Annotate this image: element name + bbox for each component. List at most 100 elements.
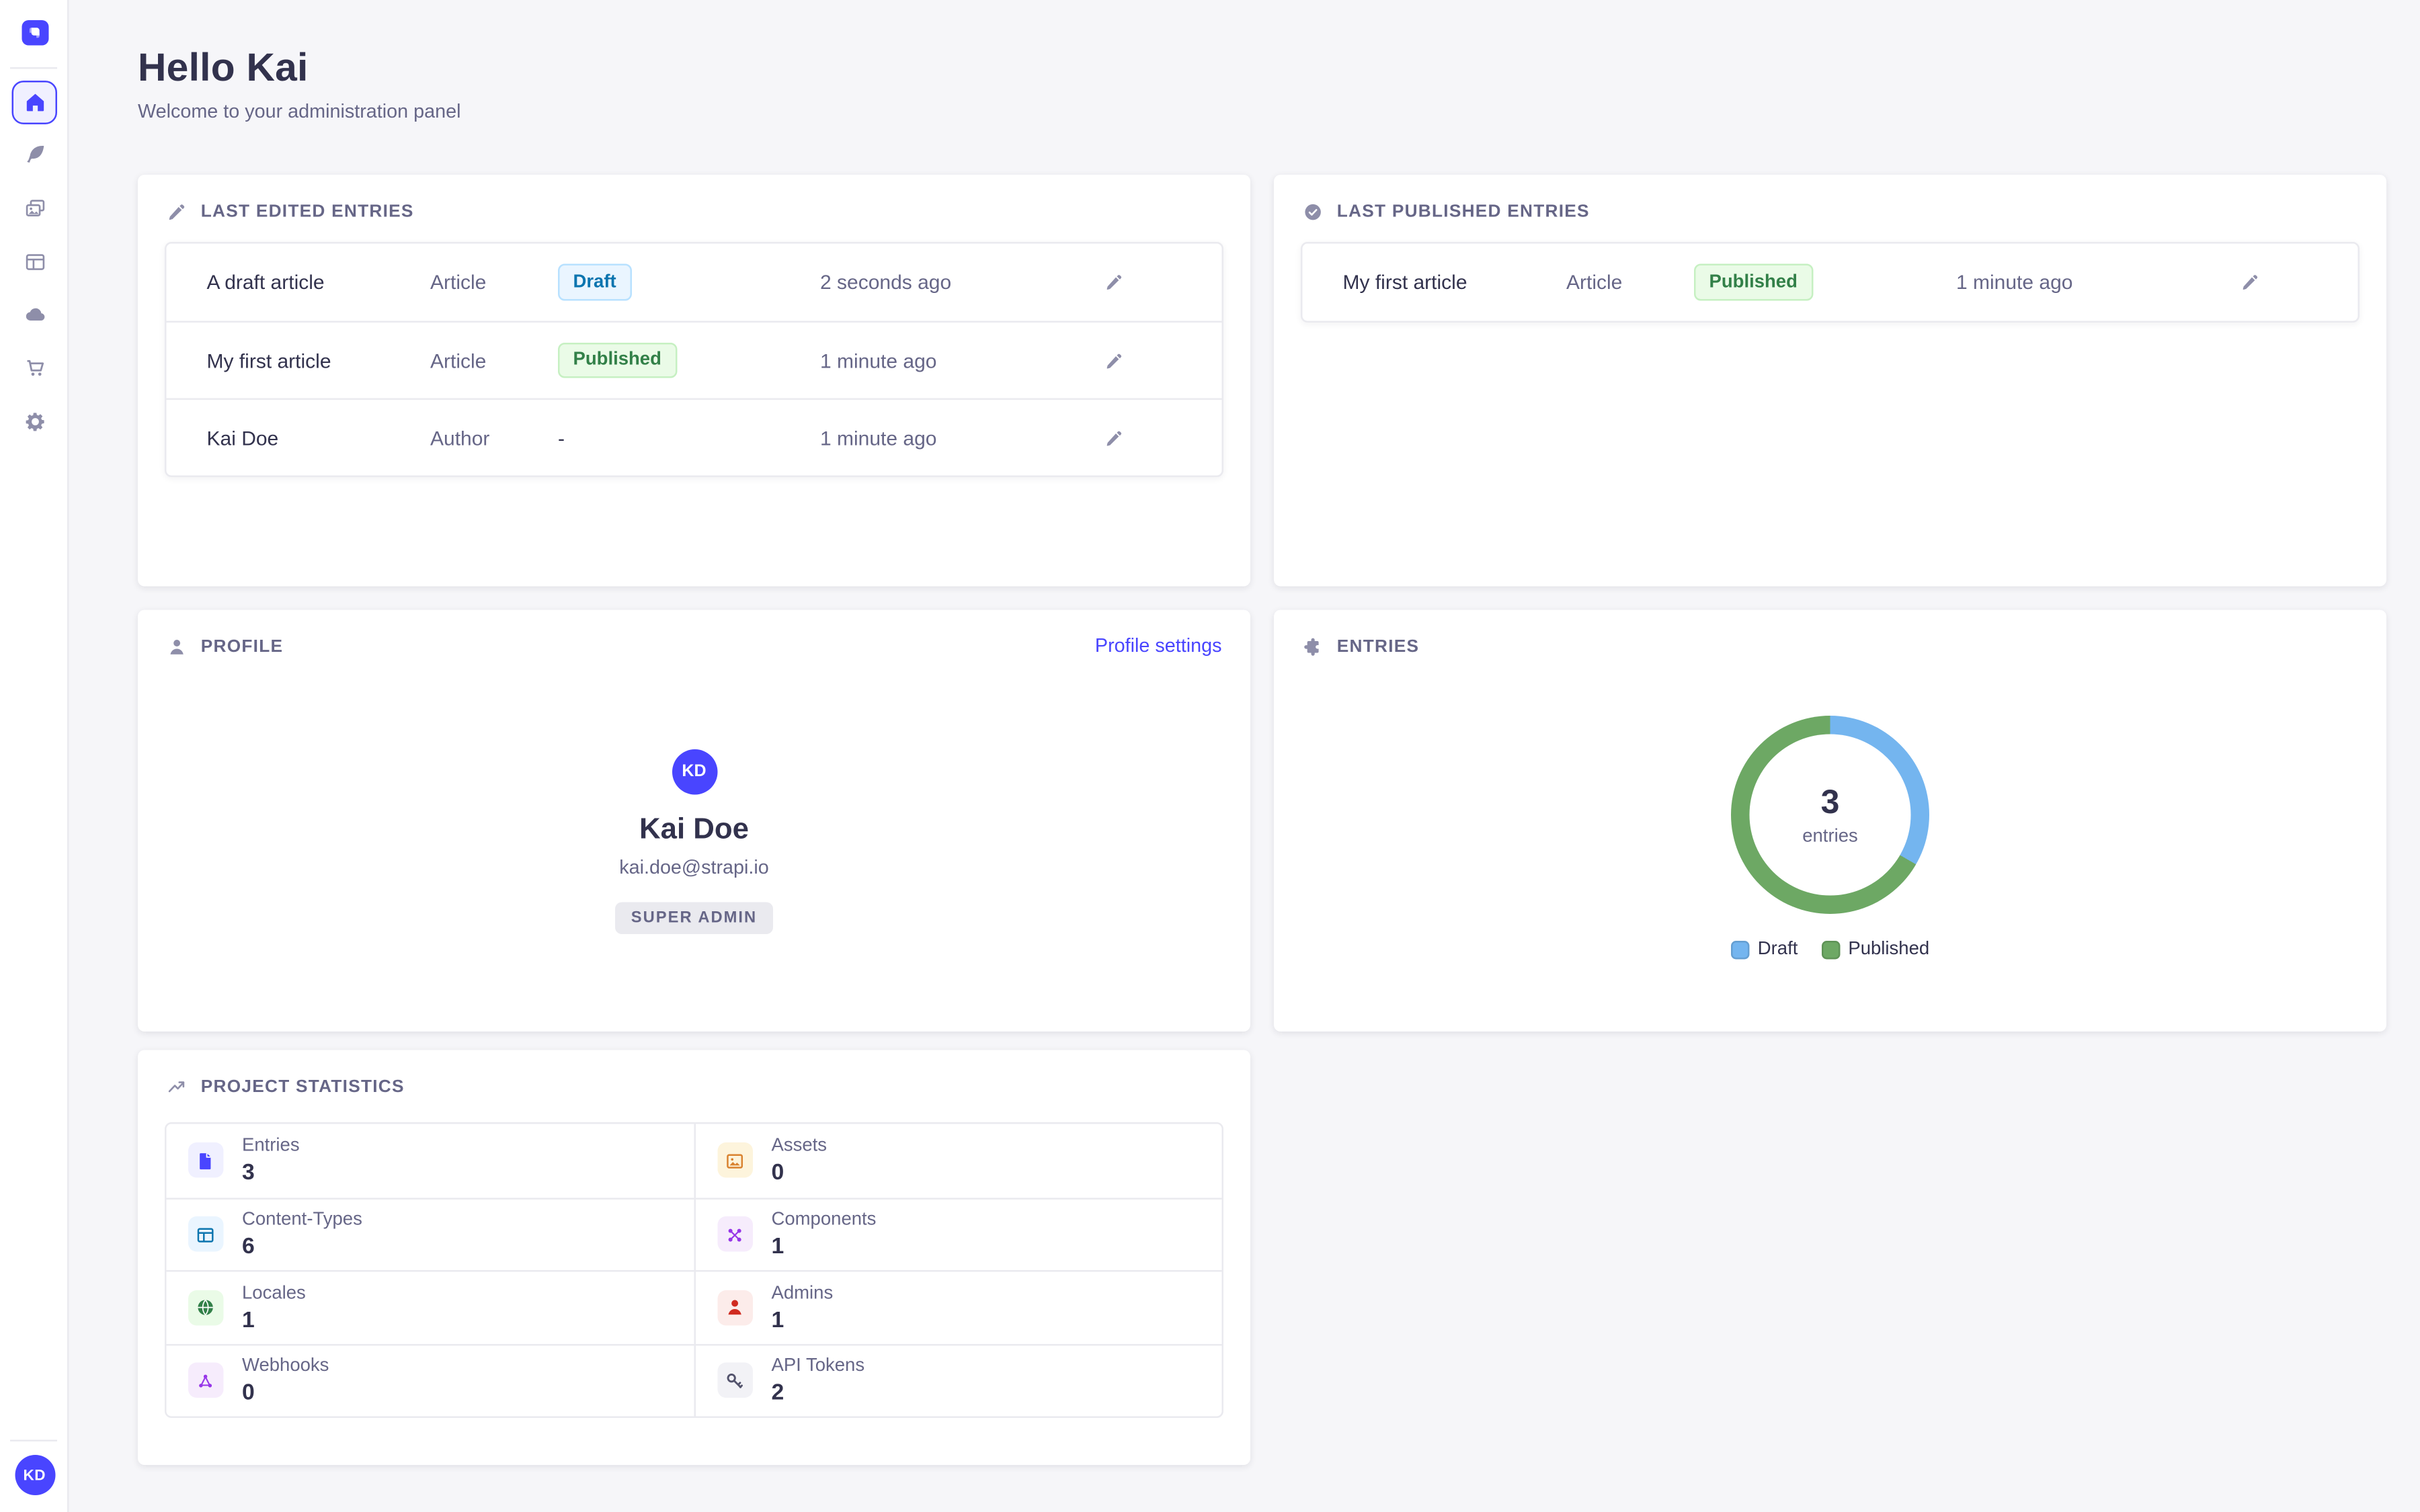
sidebar-item-cloud[interactable] [12, 293, 58, 337]
edit-entry-button[interactable] [1101, 269, 1128, 296]
role-badge: SUPER ADMIN [614, 902, 774, 934]
card-title: PROFILE [200, 637, 284, 658]
last-published-entries-card: LAST PUBLISHED ENTRIES My first article … [1274, 175, 2386, 587]
stat-components: Components 1 [694, 1197, 1222, 1270]
card-title: LAST EDITED ENTRIES [200, 202, 414, 222]
stat-webhooks: Webhooks 0 [166, 1343, 694, 1417]
stat-label: Entries [242, 1136, 300, 1157]
table-row: My first article Article Published 1 min… [1303, 244, 2358, 321]
sidebar-item-home[interactable] [11, 79, 57, 124]
table-row: Kai Doe Author - 1 minute ago [166, 398, 1222, 476]
legend-label: Draft [1757, 939, 1798, 960]
sidebar-item-content-type-builder[interactable] [12, 241, 58, 284]
profile-card: PROFILE Profile settings KD Kai Doe kai.… [138, 610, 1250, 1032]
key-icon [717, 1363, 753, 1398]
entry-time: 2 seconds ago [820, 270, 952, 294]
edit-entry-button[interactable] [2237, 269, 2264, 296]
stat-label: Locales [242, 1283, 306, 1304]
user-avatar[interactable]: KD [14, 1455, 55, 1495]
strapi-logo[interactable] [21, 20, 48, 46]
stat-admins: Admins 1 [694, 1270, 1222, 1343]
picture-icon [717, 1142, 753, 1179]
home-icon [26, 93, 43, 111]
sidebar: KD [0, 0, 69, 1512]
cloud-icon [25, 308, 44, 321]
entry-name: Kai Doe [206, 425, 279, 450]
layout-icon [25, 254, 44, 271]
trend-up-icon [167, 1077, 188, 1098]
sidebar-item-marketplace[interactable] [12, 345, 58, 389]
entries-donut-chart: 3 entries [1731, 716, 1929, 914]
stat-value: 1 [242, 1306, 255, 1332]
donut-total: 3 [1820, 784, 1840, 821]
sidebar-item-content-manager[interactable] [12, 132, 58, 176]
entry-name: My first article [1342, 270, 1467, 294]
profile-avatar: KD [671, 749, 717, 795]
profile-settings-link[interactable]: Profile settings [1094, 637, 1222, 658]
entry-type: Article [1566, 270, 1623, 294]
sidebar-divider-top [10, 67, 57, 69]
strapi-logo-glyph [29, 28, 40, 38]
status-empty: - [558, 425, 565, 450]
status-badge: Draft [558, 264, 632, 300]
cart-icon [26, 359, 43, 375]
last-published-table: My first article Article Published 1 min… [1301, 242, 2360, 323]
globe-icon [188, 1290, 224, 1325]
stat-api-tokens: API Tokens 2 [694, 1343, 1222, 1417]
gear-icon [25, 412, 44, 431]
pictures-icon [25, 200, 44, 216]
stat-value: 1 [771, 1233, 784, 1259]
profile-email: kai.doe@strapi.io [619, 858, 769, 879]
last-edited-entries-card: LAST EDITED ENTRIES A draft article Arti… [138, 175, 1250, 587]
status-badge: Published [1694, 264, 1813, 300]
layout-icon [188, 1216, 224, 1253]
card-title: ENTRIES [1336, 637, 1420, 658]
sidebar-item-media-library[interactable] [12, 186, 58, 230]
card-header: LAST PUBLISHED ENTRIES [1303, 202, 2358, 222]
edit-entry-button[interactable] [1101, 424, 1128, 451]
pencil-icon [1106, 430, 1122, 446]
profile-name: Kai Doe [639, 811, 749, 845]
stat-entries: Entries 3 [167, 1124, 694, 1198]
stat-value: 1 [771, 1306, 784, 1332]
card-header: LAST EDITED ENTRIES [167, 202, 1222, 222]
stat-value: 3 [242, 1159, 255, 1185]
pencil-icon [167, 202, 188, 222]
sidebar-divider-bottom [10, 1439, 57, 1441]
entry-name: A draft article [206, 270, 325, 294]
edit-entry-button[interactable] [1101, 347, 1128, 374]
stat-label: Content-Types [242, 1210, 362, 1230]
entry-type: Article [430, 348, 487, 372]
card-title: LAST PUBLISHED ENTRIES [1336, 202, 1590, 222]
status-badge: Published [558, 342, 677, 378]
person-icon [167, 637, 188, 658]
component-icon [717, 1216, 753, 1253]
stat-value: 6 [242, 1233, 255, 1259]
entry-time: 1 minute ago [820, 425, 937, 450]
stat-content-types: Content-Types 6 [166, 1197, 694, 1270]
entry-type: Author [430, 425, 490, 450]
stat-label: Admins [771, 1283, 834, 1304]
stat-value: 0 [771, 1159, 784, 1185]
pencil-icon [1106, 353, 1122, 368]
card-title: PROJECT STATISTICS [200, 1077, 405, 1098]
card-header: PROJECT STATISTICS [167, 1077, 1222, 1098]
last-edited-table: A draft article Article Draft 2 seconds … [165, 242, 1223, 477]
entry-name: My first article [206, 348, 331, 372]
donut-total-label: entries [1802, 825, 1858, 846]
pencil-icon [2243, 275, 2258, 290]
feather-icon [26, 145, 44, 163]
card-header: ENTRIES [1303, 637, 2358, 658]
stat-locales: Locales 1 [166, 1270, 694, 1343]
stat-label: Assets [771, 1136, 828, 1157]
stat-value: 0 [242, 1380, 255, 1405]
legend-item-published: Published [1821, 939, 1929, 960]
file-icon [188, 1142, 224, 1179]
chart-legend: Draft Published [1274, 939, 2386, 960]
entry-type: Article [430, 270, 487, 294]
sidebar-item-settings[interactable] [12, 399, 58, 443]
stat-label: Webhooks [242, 1356, 329, 1377]
entry-time: 1 minute ago [820, 348, 937, 372]
page-subtitle: Welcome to your administration panel [138, 102, 461, 123]
